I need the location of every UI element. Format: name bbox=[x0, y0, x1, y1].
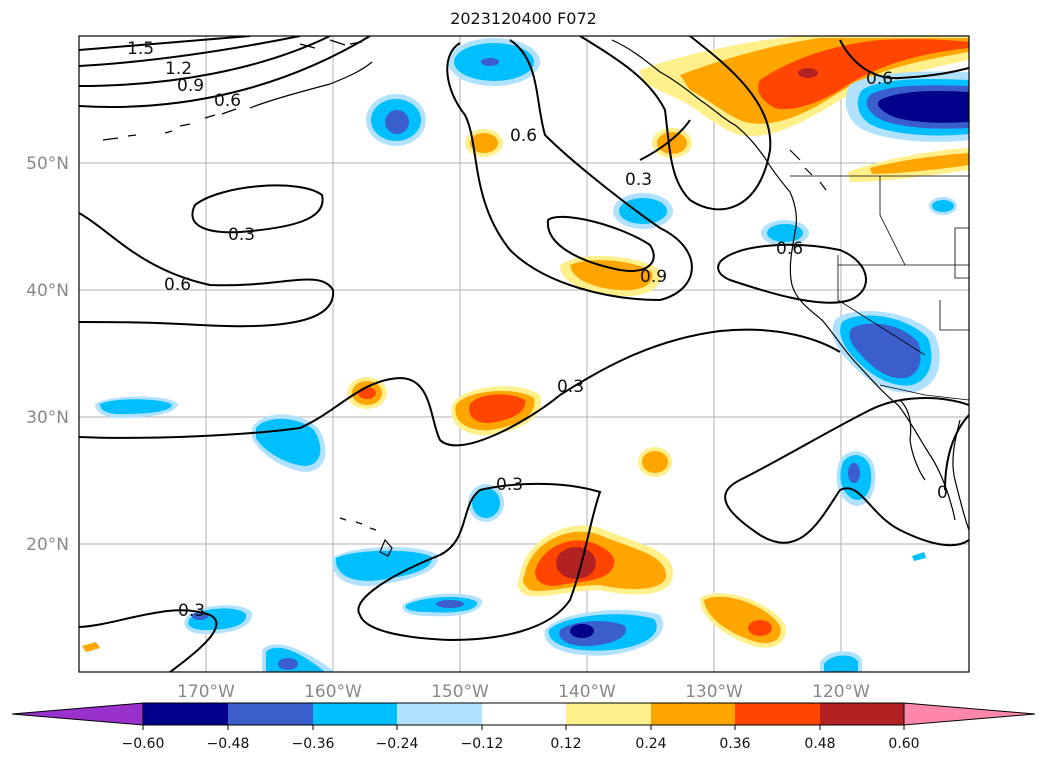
contour-label: 0.6 bbox=[510, 126, 537, 146]
contour-label: 0.9 bbox=[640, 267, 667, 287]
colorbar-frame bbox=[142, 702, 905, 726]
plot-frame bbox=[78, 35, 970, 673]
map-title: 2023120400 F072 bbox=[450, 9, 597, 28]
lon-label: 120°W bbox=[812, 682, 870, 702]
colorbar-tick-label: 0.12 bbox=[550, 736, 581, 752]
colorbar-tick-label: −0.24 bbox=[376, 736, 419, 752]
lat-label: 50°N bbox=[26, 154, 69, 174]
lon-label: 140°W bbox=[558, 682, 616, 702]
colorbar-max-extension bbox=[903, 702, 1036, 726]
borders bbox=[790, 175, 969, 401]
contour-label-group: 1.5 1.2 0.9 0.6 0.6 0.3 0.6 0.3 0.9 0.6 … bbox=[127, 39, 948, 621]
colorbar-min-extension bbox=[11, 702, 144, 726]
colorbar-segment bbox=[820, 703, 904, 725]
lon-label: 130°W bbox=[685, 682, 743, 702]
contour-label: 0.3 bbox=[625, 170, 652, 190]
colorbar: −0.60 −0.48 −0.36 −0.24 −0.12 0.12 0.24 … bbox=[11, 702, 1036, 752]
shaded-anomalies bbox=[82, 36, 969, 672]
colorbar-tick-label: 0.60 bbox=[888, 736, 919, 752]
contour-label: 0.3 bbox=[228, 225, 255, 245]
colorbar-tick-label: −0.36 bbox=[292, 736, 335, 752]
colorbar-segment bbox=[143, 703, 228, 725]
colorbar-segment bbox=[482, 703, 566, 725]
lon-label: 170°W bbox=[177, 682, 235, 702]
contour-label: 0.6 bbox=[164, 275, 191, 295]
colorbar-tick-label: −0.12 bbox=[461, 736, 504, 752]
contour-label: 0.6 bbox=[866, 69, 893, 89]
colorbar-tick-label: 0.48 bbox=[804, 736, 835, 752]
contour-label: 0.3 bbox=[178, 601, 205, 621]
coastlines bbox=[102, 39, 969, 557]
colorbar-segment bbox=[313, 703, 397, 725]
lat-label: 20°N bbox=[26, 535, 69, 555]
contour-label: 0.6 bbox=[214, 91, 241, 111]
contour-lines bbox=[79, 36, 969, 672]
colorbar-ticks bbox=[142, 725, 905, 730]
contour-label: 0.6 bbox=[776, 239, 803, 259]
colorbar-tick-label: −0.60 bbox=[122, 736, 165, 752]
map-plot-area: 1.5 1.2 0.9 0.6 0.6 0.3 0.6 0.3 0.9 0.6 … bbox=[79, 36, 969, 672]
colorbar-segment bbox=[566, 703, 651, 725]
lon-label: 160°W bbox=[304, 682, 362, 702]
lat-label: 40°N bbox=[26, 281, 69, 301]
latitude-labels: 50°N 40°N 30°N 20°N bbox=[26, 154, 69, 555]
colorbar-tick-label: 0.36 bbox=[719, 736, 750, 752]
longitude-labels: 170°W 160°W 150°W 140°W 130°W 120°W bbox=[177, 682, 870, 702]
contour-label: 1.5 bbox=[127, 39, 154, 59]
lon-label: 150°W bbox=[431, 682, 489, 702]
contour-label: 0.3 bbox=[496, 475, 523, 495]
colorbar-segment bbox=[651, 703, 735, 725]
colorbar-tick-label: −0.48 bbox=[207, 736, 250, 752]
contour-label: 0 bbox=[937, 483, 948, 503]
contour-label: 0.3 bbox=[557, 377, 584, 397]
colorbar-tick-label: 0.24 bbox=[635, 736, 666, 752]
colorbar-segment bbox=[735, 703, 820, 725]
contour-label: 0.9 bbox=[177, 76, 204, 96]
lat-label: 30°N bbox=[26, 408, 69, 428]
colorbar-segment bbox=[228, 703, 313, 725]
contour-label: 1.2 bbox=[165, 59, 192, 79]
colorbar-segment bbox=[397, 703, 482, 725]
